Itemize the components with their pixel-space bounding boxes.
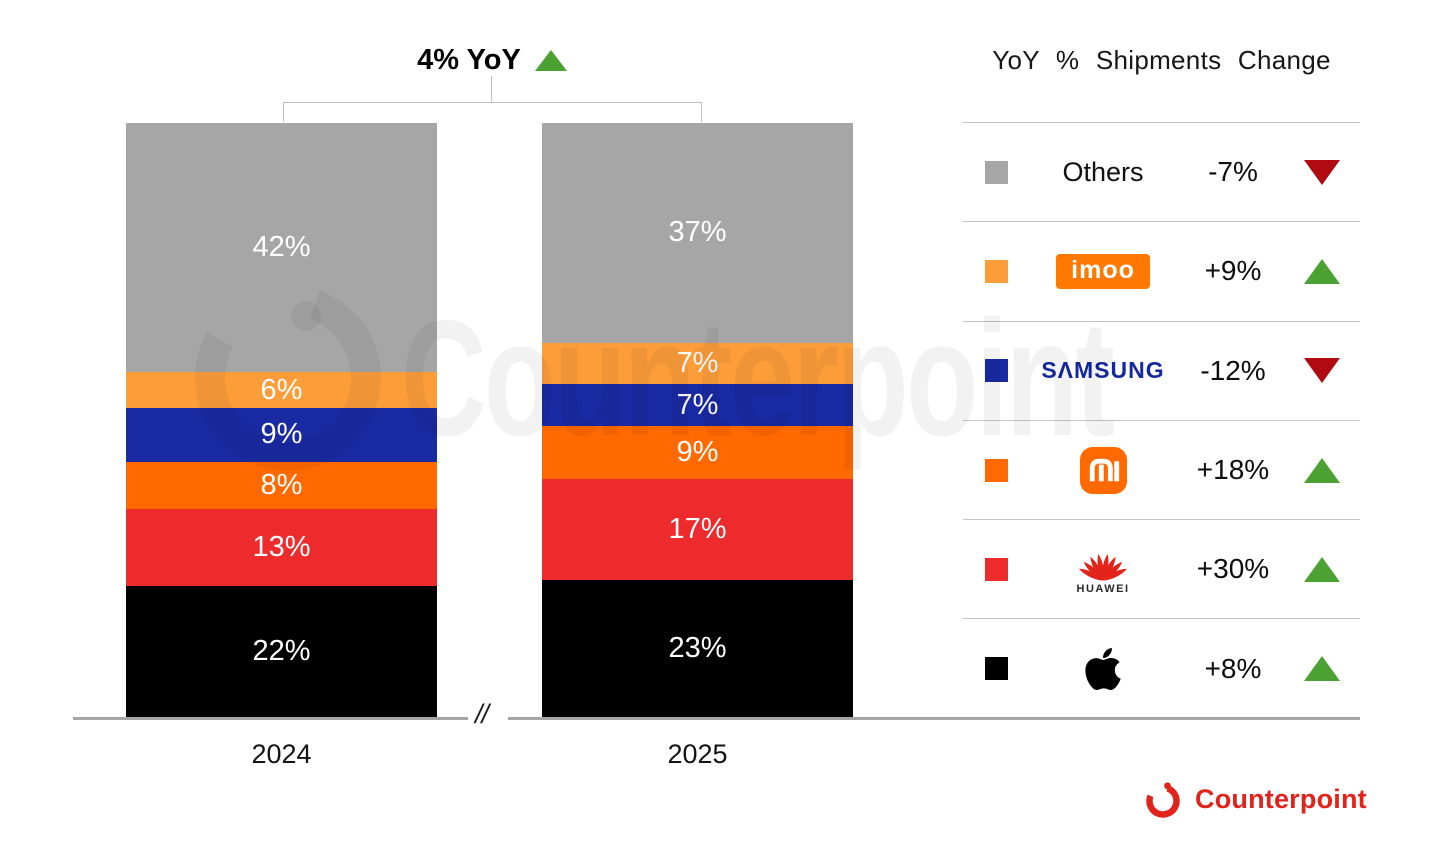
segment-value-label: 42%: [252, 231, 311, 264]
segment-value-label: 17%: [668, 513, 727, 546]
xiaomi-mi-icon: [1079, 446, 1127, 494]
legend-row-others: Others -7%: [963, 122, 1360, 221]
x-axis-line: [73, 717, 468, 720]
legend-swatch-others: [985, 160, 1008, 184]
x-label-2024: 2024: [251, 739, 312, 769]
segment-value-label: 22%: [252, 635, 311, 668]
legend-row-huawei: HUAWEI +30%: [963, 519, 1360, 618]
x-label-2025: 2025: [667, 739, 728, 769]
bar-segment-huawei-2024: 13%: [126, 509, 437, 587]
bar-2025: 37% 7% 7% 9% 17% 23%: [542, 123, 853, 717]
chart-title-text: 4% YoY: [417, 43, 521, 76]
bar-segment-samsung-2025: 7%: [542, 384, 853, 426]
yoy-change-huawei: +30%: [1196, 553, 1270, 585]
segment-value-label: 7%: [676, 388, 719, 421]
bar-segment-huawei-2025: 17%: [542, 479, 853, 581]
legend-row-apple: +8%: [963, 618, 1360, 717]
bar-segment-xiaomi-2025: 9%: [542, 425, 853, 480]
segment-value-label: 23%: [668, 632, 727, 665]
yoy-change-apple: +8%: [1204, 652, 1262, 684]
bar-segment-imoo-2025: 7%: [542, 342, 853, 385]
axis-break-mark: //: [472, 699, 492, 730]
down-triangle-icon: [1303, 159, 1340, 185]
bar-segment-imoo-2024: 6%: [126, 372, 437, 409]
huawei-flower-icon: [1079, 553, 1127, 581]
bar-segment-samsung-2024: 9%: [126, 408, 437, 462]
apple-logo-icon: [1085, 647, 1121, 690]
legend-swatch-huawei: [985, 557, 1008, 581]
bracket-line: [491, 76, 492, 102]
up-triangle-icon: [1303, 656, 1340, 682]
legend-row-samsung: SΛMSUNG -12%: [963, 320, 1360, 420]
legend-rows: Others -7% imoo +9% SΛMSUNG -12% +18% HUAWEI +30…: [963, 122, 1360, 718]
yoy-change-others: -7%: [1208, 156, 1258, 188]
huawei-logo: HUAWEI: [1074, 544, 1132, 595]
segment-value-label: 7%: [676, 347, 719, 380]
samsung-logo: SΛMSUNG: [1041, 357, 1165, 384]
chart-title: 4% YoY: [352, 42, 632, 78]
xiaomi-logo: [1079, 446, 1127, 494]
counterpoint-wordmark: Counterpoint: [1195, 783, 1367, 814]
others-label: Others: [1062, 156, 1144, 187]
apple-logo: [1084, 645, 1122, 693]
yoy-change-xiaomi: +18%: [1196, 454, 1270, 486]
bar-segment-apple-2024: 22%: [126, 586, 437, 717]
legend-row-imoo: imoo +9%: [963, 221, 1360, 320]
bar-2024: 42% 6% 9% 8% 13% 22%: [126, 123, 437, 717]
segment-value-label: 6%: [260, 373, 303, 406]
yoy-change-samsung: -12%: [1200, 354, 1266, 386]
bracket-line: [283, 102, 284, 122]
up-triangle-icon: [534, 49, 567, 71]
segment-value-label: 9%: [260, 418, 303, 451]
segment-value-label: 9%: [676, 436, 719, 469]
legend-swatch-imoo: [985, 259, 1008, 283]
bracket-line: [283, 102, 702, 103]
legend-swatch-apple: [985, 657, 1008, 681]
down-triangle-icon: [1303, 358, 1340, 384]
legend-swatch-samsung: [985, 359, 1008, 383]
segment-value-label: 8%: [260, 468, 303, 501]
segment-value-label: 37%: [668, 216, 727, 249]
legend-title: YoY % Shipments Change: [992, 45, 1331, 75]
bracket-line: [701, 102, 702, 122]
up-triangle-icon: [1303, 258, 1340, 284]
x-axis-line: [508, 717, 1360, 720]
bar-segment-xiaomi-2024: 8%: [126, 461, 437, 510]
legend-row-xiaomi: +18%: [963, 419, 1360, 519]
bar-segment-others-2025: 37%: [542, 123, 853, 343]
segment-value-label: 13%: [252, 531, 311, 564]
yoy-change-imoo: +9%: [1204, 255, 1262, 287]
bar-segment-apple-2025: 23%: [542, 580, 853, 717]
huawei-wordmark: HUAWEI: [1076, 582, 1130, 595]
up-triangle-icon: [1303, 457, 1340, 483]
counterpoint-footer-logo: Counterpoint: [1143, 779, 1367, 819]
legend-swatch-xiaomi: [985, 458, 1008, 482]
imoo-logo: imoo: [1056, 253, 1150, 290]
bar-segment-others-2024: 42%: [126, 123, 437, 373]
counterpoint-mark-icon: [1146, 782, 1180, 818]
up-triangle-icon: [1303, 556, 1340, 582]
